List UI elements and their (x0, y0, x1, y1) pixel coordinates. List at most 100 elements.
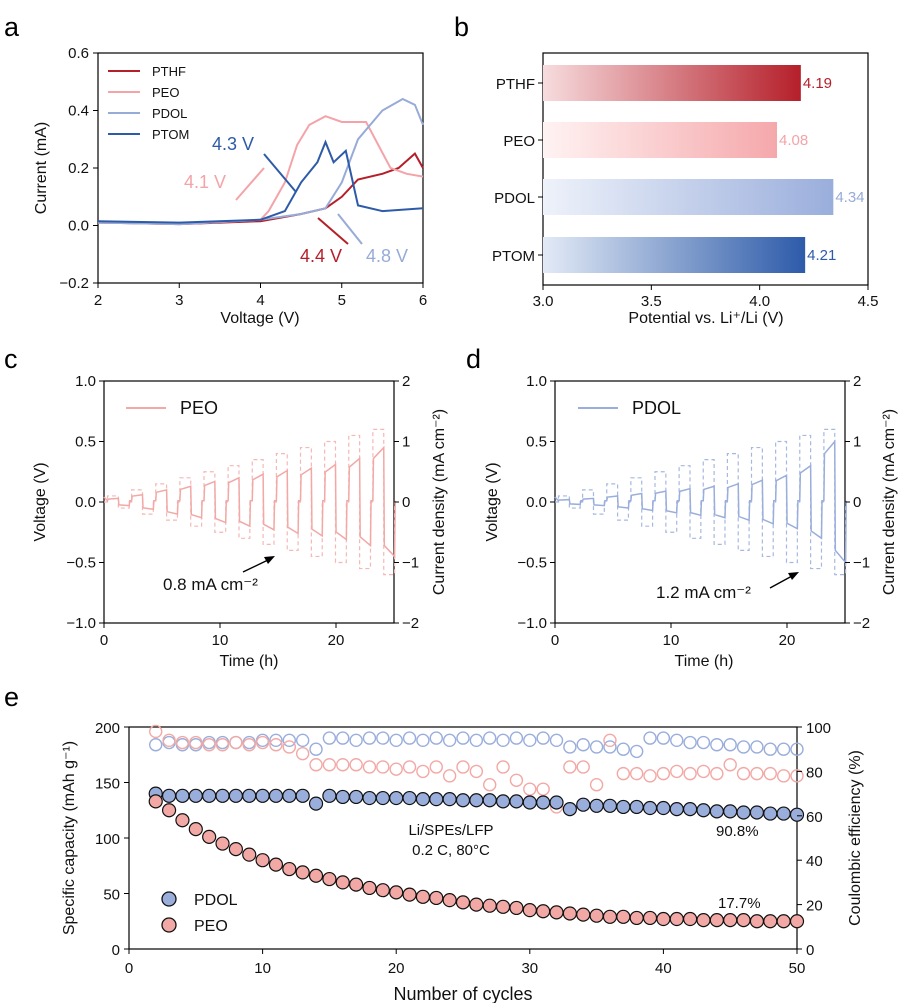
ce-point-peo (629, 766, 644, 781)
ce-point-pdol (670, 733, 684, 748)
ce-point-peo (215, 738, 230, 752)
x-tick-label: 10 (212, 632, 229, 649)
x-tick-label: 5 (338, 292, 346, 309)
ce-point-pdol (469, 733, 484, 748)
capacity-point-pdol (789, 807, 805, 822)
x-tick-label: 20 (328, 632, 345, 649)
ce-point-peo (149, 724, 163, 739)
legend-label-pdol-e: PDOL (194, 892, 238, 909)
ce-point-peo (189, 735, 203, 750)
capacity-point-pdol (562, 802, 577, 817)
capacity-point-peo (255, 853, 270, 868)
ce-point-pdol (549, 733, 564, 748)
annotation-4-3v-pointer (263, 153, 297, 193)
capacity-point-peo (616, 909, 631, 924)
capacity-point-pdol (268, 788, 284, 803)
ce-point-peo (349, 758, 363, 772)
annotation-4-8v: 4.8 V (366, 246, 408, 266)
ce-point-pdol (389, 733, 403, 748)
capacity-point-pdol (242, 788, 257, 803)
ce-point-peo (416, 764, 430, 779)
y-tick-label: 0.4 (68, 103, 89, 120)
legend-label-pdol: PDOL (152, 106, 187, 121)
y2-tick-label: 100 (806, 720, 831, 737)
capacity-point-pdol (656, 800, 671, 816)
ce-point-peo (496, 760, 510, 774)
ce-point-pdol (269, 733, 283, 748)
panel-letter-c: c (4, 344, 18, 374)
ce-point-peo (790, 769, 804, 783)
capacity-point-pdol (522, 795, 537, 810)
panel-a-ylabel: Current (mA) (33, 122, 50, 214)
panel-letter-d: d (466, 344, 481, 374)
ce-point-peo (389, 762, 403, 776)
capacity-point-peo (188, 822, 203, 837)
ce-point-peo (309, 758, 323, 772)
capacity-point-peo (375, 883, 390, 898)
x-tick-label: 30 (521, 960, 538, 977)
capacity-point-peo (295, 865, 310, 880)
voltage-profile-line (554, 439, 847, 565)
ce-point-peo (402, 760, 417, 774)
y-tick-label: −0.5 (517, 555, 547, 572)
capacity-point-peo (709, 913, 724, 928)
capacity-point-pdol (255, 788, 270, 803)
ce-point-pdol (643, 731, 657, 745)
capacity-point-pdol (642, 800, 658, 816)
bar-peo (543, 122, 777, 158)
y-tick-label: 0.6 (68, 45, 89, 62)
capacity-point-peo (362, 880, 377, 896)
ce-point-peo (282, 740, 297, 754)
bar-ptom (543, 237, 806, 273)
annotation-4-3v: 4.3 V (212, 134, 254, 154)
capacity-point-peo (282, 861, 297, 877)
capacity-point-pdol (161, 788, 177, 803)
capacity-point-pdol (549, 795, 564, 810)
y-tick-label: 1.0 (75, 373, 96, 390)
capacity-point-peo (175, 813, 190, 828)
capacity-point-peo (389, 885, 404, 900)
ce-point-pdol (322, 731, 337, 745)
ce-point-pdol (589, 740, 604, 754)
capacity-point-pdol (723, 804, 738, 819)
capacity-point-pdol (282, 788, 297, 803)
peo-retention-label: 17.7% (718, 895, 761, 912)
ce-point-peo (736, 766, 751, 781)
y-tick-label: 0.2 (68, 160, 89, 177)
panel-a-legend: PTHF PEO PDOL PTOM (108, 64, 189, 142)
capacity-point-pdol (349, 789, 364, 805)
panel-d-y2label: Current density (mA cm⁻²) (881, 409, 898, 595)
capacity-point-pdol (749, 805, 765, 820)
capacity-point-peo (402, 887, 417, 902)
capacity-point-pdol (602, 798, 618, 813)
y2-tick-label: 2 (402, 373, 410, 390)
ce-point-peo (683, 766, 697, 781)
ce-point-pdol (416, 733, 430, 748)
y-tick-label: 1.0 (526, 373, 547, 390)
ce-point-peo (336, 758, 350, 772)
ce-point-peo (202, 738, 216, 752)
annotation-4-1v: 4.1 V (184, 172, 226, 192)
capacity-point-peo (228, 841, 243, 857)
legend-marker-pdol-e (161, 891, 177, 907)
capacity-point-peo (469, 897, 484, 912)
ce-point-pdol (763, 742, 777, 756)
pdol-retention-label: 90.8% (716, 823, 759, 840)
bar-value-label: 4.19 (803, 75, 832, 92)
condition-line-1: Li/SPEs/LFP (408, 822, 493, 839)
capacity-point-pdol (469, 793, 484, 808)
ce-point-peo (723, 758, 737, 772)
ce-point-peo (175, 735, 190, 750)
capacity-point-pdol (335, 789, 350, 805)
capacity-point-pdol (696, 803, 711, 818)
panel-e-legend: PDOL PEO (161, 891, 238, 935)
capacity-point-peo (242, 847, 257, 862)
annotation-d-current: 1.2 mA cm⁻² (656, 583, 751, 602)
panel-b-chart: 4.19 4.08 4.34 4.21 PTHF PEO PDOL PTOM 3.0 3.5 4.… (492, 52, 878, 327)
ce-point-peo (603, 733, 617, 748)
capacity-point-pdol (589, 798, 604, 813)
capacity-point-peo (562, 906, 577, 921)
capacity-point-pdol (389, 790, 404, 806)
ce-point-pdol (149, 738, 163, 752)
